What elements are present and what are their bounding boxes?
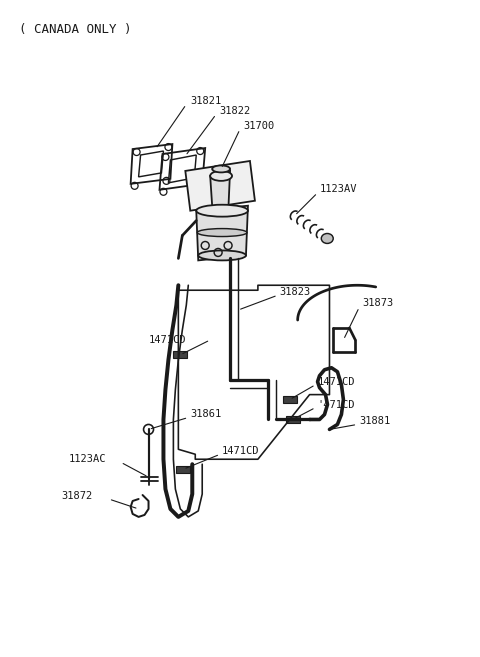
Ellipse shape — [321, 233, 333, 244]
Text: 31873: 31873 — [362, 298, 394, 308]
Text: 31700: 31700 — [243, 121, 274, 131]
Bar — [176, 466, 190, 472]
Bar — [283, 396, 297, 403]
Polygon shape — [210, 171, 230, 221]
Text: 31881: 31881 — [360, 417, 391, 426]
Ellipse shape — [210, 171, 232, 181]
Bar — [286, 416, 300, 423]
Text: 31872: 31872 — [61, 491, 92, 501]
Text: '471CD: '471CD — [318, 399, 355, 409]
Text: ( CANADA ONLY ): ( CANADA ONLY ) — [19, 23, 132, 36]
Ellipse shape — [196, 205, 248, 217]
Text: 31861: 31861 — [190, 409, 222, 420]
Text: 1123AV: 1123AV — [320, 184, 357, 194]
Polygon shape — [185, 161, 255, 211]
Ellipse shape — [198, 250, 246, 260]
Text: 31822: 31822 — [219, 106, 251, 116]
Text: 31821: 31821 — [190, 97, 222, 106]
Bar — [173, 351, 187, 358]
Text: 1471CD: 1471CD — [148, 335, 186, 345]
Ellipse shape — [197, 229, 247, 237]
Text: 1471CD: 1471CD — [222, 446, 260, 456]
Text: 31823: 31823 — [280, 287, 311, 297]
Polygon shape — [196, 206, 248, 260]
Text: 1471CD: 1471CD — [318, 376, 355, 387]
Text: 1123AC: 1123AC — [69, 454, 107, 464]
Ellipse shape — [212, 166, 230, 172]
